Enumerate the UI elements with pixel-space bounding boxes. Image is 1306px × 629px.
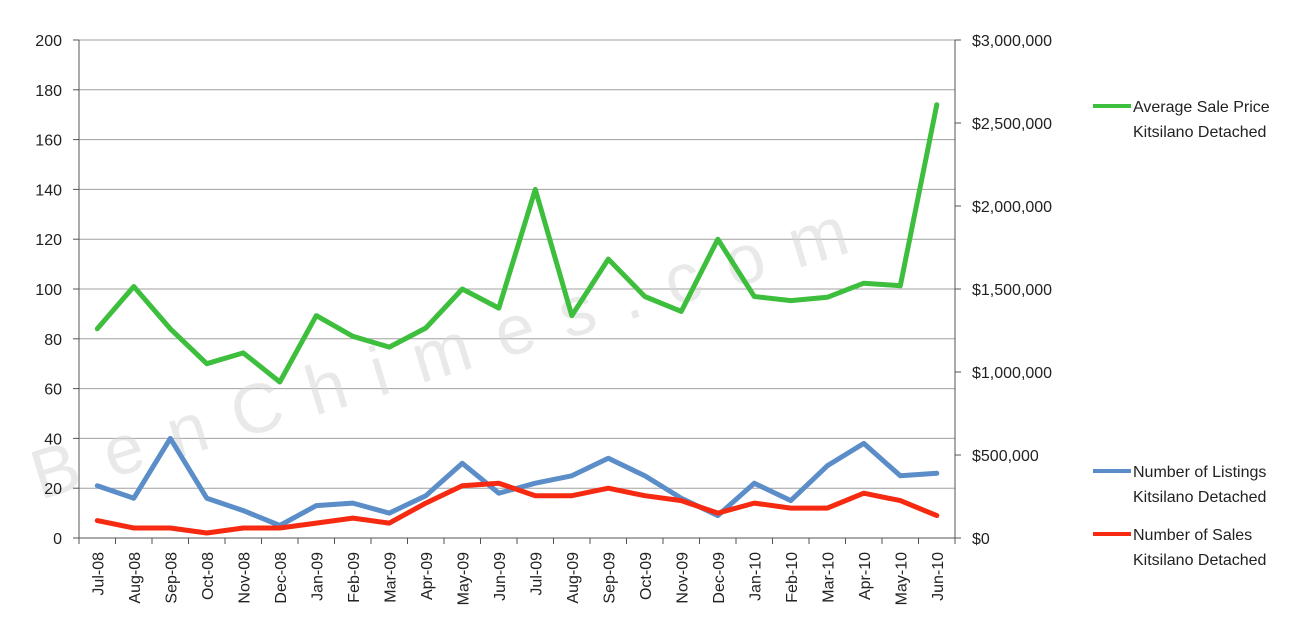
left-tick-label: 100 [35,282,62,299]
x-tick-label: Aug-08 [127,552,144,604]
right-tick-label: $1,500,000 [972,282,1052,299]
x-tick-label: Oct-09 [638,552,655,600]
x-tick-label: Mar-09 [382,552,399,603]
x-tick-label: Jan-10 [747,552,764,601]
legend-label: Kitsilano Detached [1133,552,1266,569]
x-tick-label: Aug-09 [565,552,582,604]
left-tick-label: 40 [44,431,62,448]
left-tick-label: 20 [44,481,62,498]
series-line [94,480,940,536]
watermark-text: BenChimes.com [22,183,884,514]
x-tick-label: Apr-09 [419,552,436,600]
gridlines [79,39,955,489]
x-tick-label: Feb-10 [784,552,801,603]
left-tick-label: 160 [35,133,62,150]
legend-label: Kitsilano Detached [1133,124,1266,141]
left-axis-ticks: 0 20 40 60 80 100 120 140 160 180 200 [35,33,79,548]
right-tick-label: $1,000,000 [972,365,1052,382]
x-tick-label: May-09 [455,552,472,605]
legend: Average Sale Price Kitsilano Detached Numb… [1093,99,1270,569]
legend-label: Kitsilano Detached [1133,489,1266,506]
left-tick-label: 80 [44,332,62,349]
x-tick-label: Mar-10 [820,552,837,603]
left-tick-label: 180 [35,83,62,100]
x-tick-label: Oct-08 [200,552,217,600]
x-tick-label: Jun-10 [930,552,947,601]
x-tick-label: Sep-09 [601,552,618,604]
x-tick-label: Feb-09 [346,552,363,603]
x-tick-label: Jan-09 [309,552,326,601]
right-tick-label: $3,000,000 [972,33,1052,50]
x-tick-label: Nov-09 [674,552,691,604]
series-lines [94,102,940,536]
legend-label: Average Sale Price [1133,99,1270,116]
left-tick-label: 60 [44,382,62,399]
left-tick-label: 200 [35,33,62,50]
x-tick-label: Jul-09 [528,552,545,596]
x-tick-label: Apr-10 [857,552,874,600]
left-tick-label: 140 [35,182,62,199]
right-tick-label: $500,000 [972,448,1039,465]
right-tick-label: $0 [972,531,990,548]
x-tick-label: Sep-08 [163,552,180,604]
x-tick-label: Jul-08 [90,552,107,596]
right-axis-ticks: $0 $500,000 $1,000,000 $1,500,000 $2,000,000… [955,33,1052,548]
right-tick-label: $2,000,000 [972,199,1052,216]
x-tick-label: Dec-09 [711,552,728,604]
x-tick-label: Jun-09 [492,552,509,601]
legend-label: Number of Sales [1133,527,1252,544]
right-tick-label: $2,500,000 [972,116,1052,133]
x-tick-label: Nov-08 [236,552,253,604]
legend-label: Number of Listings [1133,464,1266,481]
x-tick-label: May-10 [893,552,910,605]
left-tick-label: 120 [35,232,62,249]
left-tick-label: 0 [53,531,62,548]
x-tick-label: Dec-08 [273,552,290,604]
series-line [94,102,940,385]
x-axis-ticks: Jul-08 Aug-08 Sep-08 Oct-08 Nov-08 Dec-08 Jan-… [78,538,956,605]
